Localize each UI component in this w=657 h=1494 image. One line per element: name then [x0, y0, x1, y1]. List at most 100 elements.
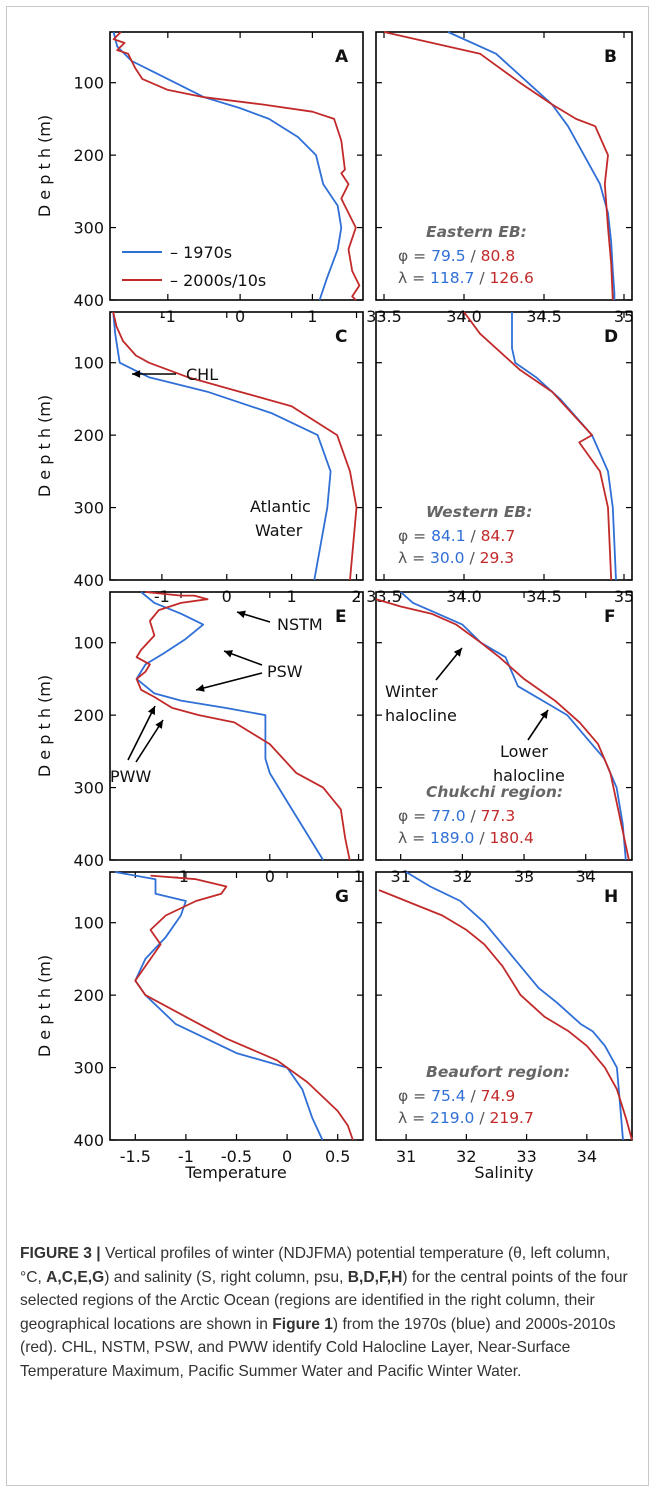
panel-frame: [375, 871, 633, 1141]
annotation-lower-halocline: halocline: [493, 766, 565, 785]
legend-label-red: – 2000s/10s: [170, 271, 266, 290]
y-tick-label: 200: [73, 146, 104, 165]
annotation-arrow-pww-1-head: [147, 706, 155, 715]
panel-frame: [375, 591, 633, 861]
y-tick-label: 400: [73, 571, 104, 590]
caption-panels-sal: B,D,F,H: [347, 1268, 403, 1286]
x-tick-label: 32: [452, 867, 472, 886]
region-name: Beaufort region:: [426, 1063, 570, 1081]
region-coord-lambda: λ = 30.0 / 29.3: [398, 549, 514, 567]
y-tick-label: 100: [73, 354, 104, 373]
panel-letter: F: [604, 607, 616, 627]
x-tick-label: 0: [265, 867, 275, 886]
panel-d: 33.5 34.0 34.5 35 D Western EB: φ = 84.1 / 84.…: [366, 311, 634, 606]
x-tick-label: -1: [173, 867, 189, 886]
x-tick-label: 32: [456, 1147, 476, 1166]
region-coord-phi: φ = 75.4 / 74.9: [398, 1087, 515, 1105]
x-tick-label: 1: [353, 867, 363, 886]
panel-frame: [109, 311, 364, 581]
x-tick-label: -1: [178, 1147, 194, 1166]
annotation-nstm: NSTM: [277, 615, 323, 634]
series-line-red: [375, 598, 630, 861]
annotation-chl: CHL: [186, 365, 218, 384]
annotation-arrow-pww-2-head: [155, 720, 163, 729]
region-name: Chukchi region:: [426, 783, 563, 801]
figure-caption: FIGURE 3 | Vertical profiles of winter (…: [20, 1242, 632, 1383]
series-line-red: [378, 889, 633, 1141]
caption-text-1: Vertical profiles of winter (NDJFMA) pot…: [20, 1245, 611, 1286]
series-line-blue: [135, 591, 324, 861]
y-tick-label: 400: [73, 291, 104, 310]
annotation-water: Water: [255, 521, 303, 540]
panel-letter: H: [604, 887, 618, 907]
x-tick-label: 0: [235, 307, 245, 326]
region-coord-lambda: λ = 219.0 / 219.7: [398, 1109, 534, 1127]
x-tick-label: 33.5: [366, 587, 402, 606]
annotation-lower: Lower: [500, 742, 548, 761]
panel-letter: E: [335, 607, 347, 627]
series-line-red: [135, 591, 351, 861]
x-tick-label: -0.5: [221, 1147, 252, 1166]
y-tick-label: 300: [73, 219, 104, 238]
series-line-blue: [511, 312, 617, 581]
annotation-arrow-psw-2: [195, 672, 263, 691]
series-line-red: [134, 874, 354, 1141]
region-name: Western EB:: [426, 503, 532, 521]
y-axis-title: D e p t h (m): [35, 675, 54, 777]
y-tick-label: 400: [73, 1131, 104, 1150]
annotation-arrow-nstm-head: [237, 610, 246, 619]
y-tick-label: 100: [73, 74, 104, 93]
x-tick-label: 35: [614, 587, 634, 606]
y-tick-label: 200: [73, 986, 104, 1005]
panel-h: 31 32 33 34 H Beaufort region: φ = 75.4 / 74.9…: [375, 871, 633, 1166]
figure-frame: [6, 6, 649, 1486]
y-tick-label: 300: [73, 779, 104, 798]
y-axis-title: D e p t h (m): [35, 115, 54, 217]
annotation-arrow-psw-1-head: [224, 650, 233, 658]
series-line-red: [112, 31, 361, 301]
caption-panels-temp: A,C,E,G: [46, 1268, 105, 1286]
region-coord-phi: φ = 79.5 / 80.8: [398, 247, 515, 265]
y-tick-label: 300: [73, 1059, 104, 1078]
x-tick-label: 1: [307, 307, 317, 326]
panel-f: 31 32 33 34 F Chukchi region: φ = 77.0 / 77.3 λ…: [375, 591, 633, 886]
region-coord-phi: φ = 84.1 / 84.7: [398, 527, 515, 545]
x-tick-label: 34: [577, 1147, 597, 1166]
annotation-pww: PWW: [110, 767, 151, 786]
x-axis-title-salinity: Salinity: [474, 1163, 533, 1182]
series-line-blue: [405, 871, 624, 1141]
y-tick-label: 400: [73, 851, 104, 870]
y-tick-label: 100: [73, 634, 104, 653]
annotation-winter-halocline: halocline: [385, 706, 457, 725]
y-tick-label: 300: [73, 499, 104, 518]
legend-label-blue: – 1970s: [170, 243, 232, 262]
series-line-red: [463, 311, 613, 581]
panel-letter: D: [604, 327, 618, 347]
y-tick-label: 200: [73, 426, 104, 445]
x-tick-label: 31: [396, 1147, 416, 1166]
region-name: Eastern EB:: [426, 223, 527, 241]
annotation-atlantic: Atlantic: [250, 497, 311, 516]
panel-letter: A: [335, 47, 349, 67]
x-tick-label: 33: [514, 867, 534, 886]
caption-text-2: ) and salinity (S, right column, psu,: [104, 1268, 348, 1286]
annotation-psw: PSW: [267, 662, 303, 681]
series-line-red: [112, 311, 358, 581]
annotation-winter: Winter: [385, 682, 438, 701]
x-tick-label: 1: [287, 587, 297, 606]
region-coord-lambda: λ = 118.7 / 126.6: [398, 269, 534, 287]
y-tick-label: 200: [73, 706, 104, 725]
series-line-blue: [114, 871, 324, 1141]
region-coord-lambda: λ = 189.0 / 180.4: [398, 829, 534, 847]
annotation-arrow-lower-head: [540, 710, 548, 719]
y-tick-label: 100: [73, 914, 104, 933]
series-line-red: [383, 31, 614, 301]
panel-frame: [109, 591, 364, 861]
panel-frame: [375, 31, 633, 301]
x-tick-label: 0: [282, 1147, 292, 1166]
x-tick-label: 33: [516, 1147, 536, 1166]
annotation-arrow-winter-head: [453, 648, 462, 657]
